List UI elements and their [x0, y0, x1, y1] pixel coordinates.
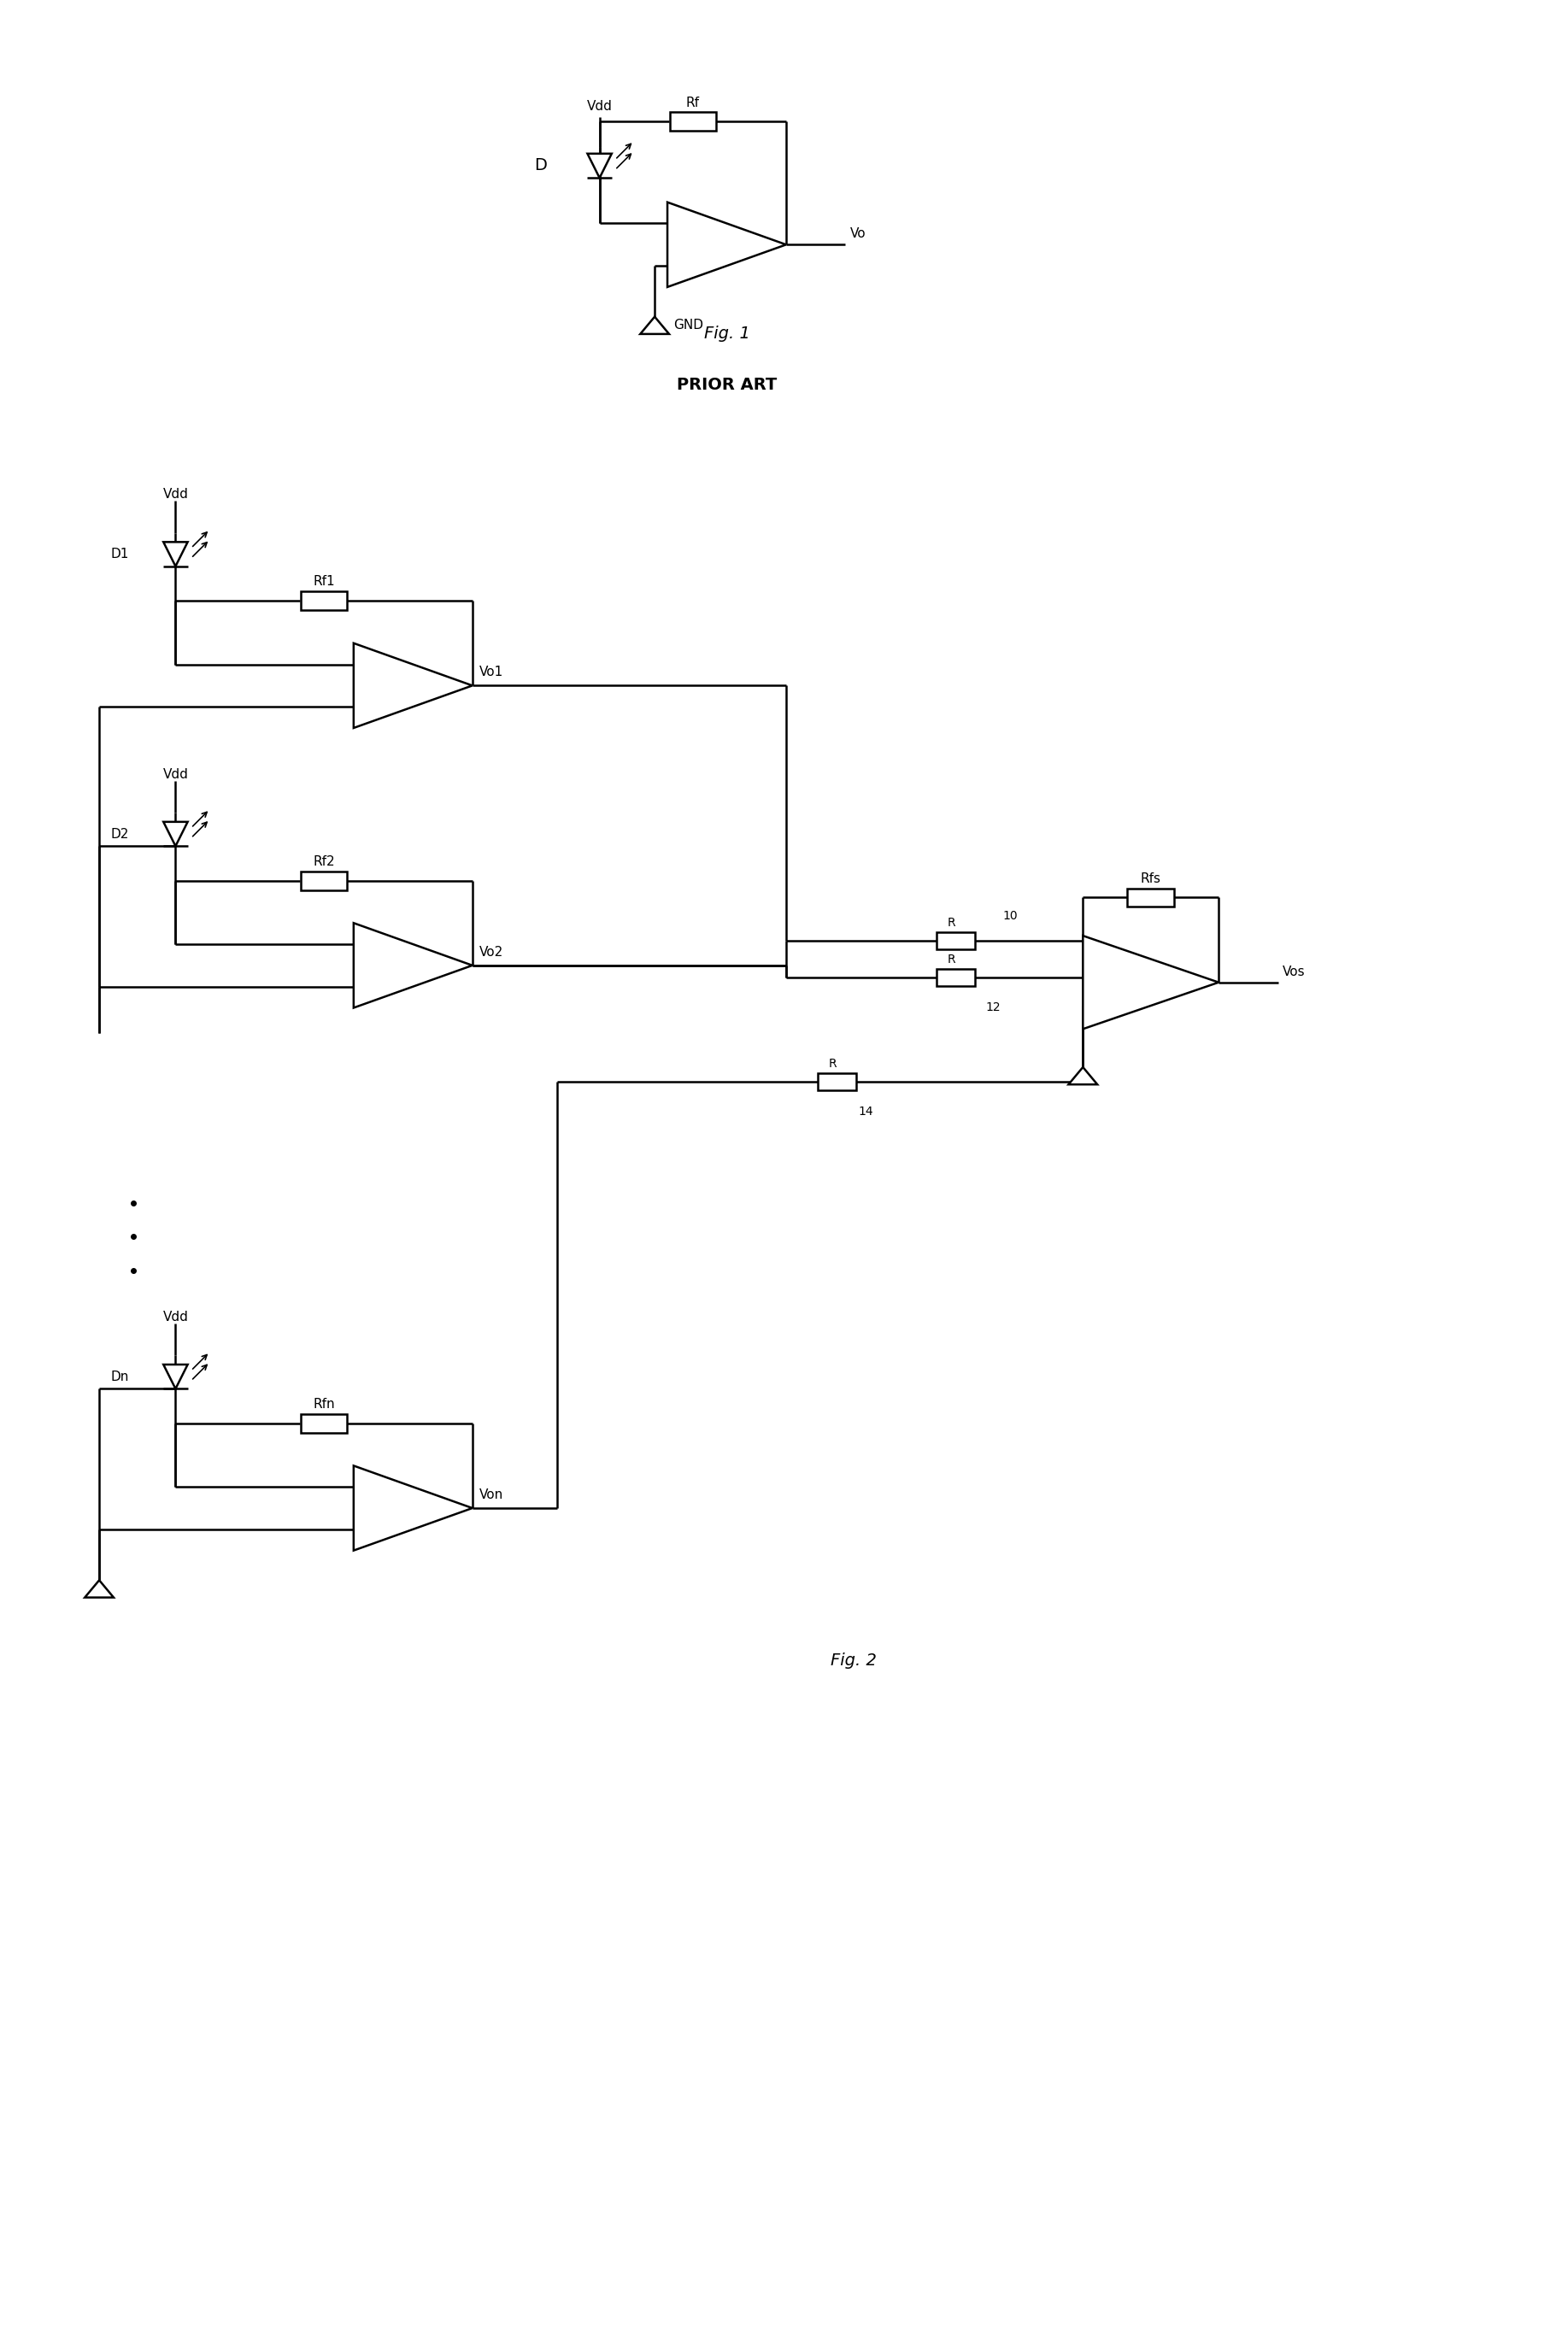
Text: -: - — [367, 1482, 372, 1496]
Text: AMP2: AMP2 — [401, 960, 434, 972]
Text: D: D — [533, 157, 547, 174]
Text: +: + — [364, 700, 375, 711]
Text: AMPs: AMPs — [1140, 977, 1171, 989]
Text: Rfn: Rfn — [314, 1397, 336, 1411]
Polygon shape — [588, 153, 612, 178]
Bar — [936, 970, 975, 986]
Text: Vdd: Vdd — [163, 488, 188, 500]
Text: R: R — [828, 1059, 837, 1071]
Text: Dn: Dn — [111, 1371, 129, 1383]
Polygon shape — [85, 1580, 113, 1597]
Bar — [301, 1413, 347, 1432]
Text: Vo: Vo — [850, 228, 866, 239]
Text: Rf2: Rf2 — [314, 855, 336, 869]
Text: Vdd: Vdd — [163, 768, 188, 780]
Text: R: R — [947, 953, 955, 965]
Text: Rf1: Rf1 — [314, 575, 336, 587]
Text: +: + — [364, 979, 375, 991]
Text: -: - — [367, 939, 372, 953]
Text: Vo2: Vo2 — [480, 946, 503, 958]
Polygon shape — [163, 1364, 188, 1388]
Text: Vdd: Vdd — [163, 1310, 188, 1324]
Text: Fig. 1: Fig. 1 — [704, 326, 750, 343]
Text: -: - — [1096, 953, 1101, 967]
Text: Vo1: Vo1 — [480, 667, 503, 679]
Polygon shape — [640, 317, 670, 333]
Text: AMP1: AMP1 — [401, 679, 434, 693]
Text: Rf: Rf — [687, 96, 699, 108]
Text: D1: D1 — [111, 547, 129, 561]
Bar — [818, 1073, 856, 1089]
Text: -: - — [681, 218, 685, 232]
Text: AMP: AMP — [718, 239, 743, 251]
Bar — [670, 113, 717, 131]
Text: 10: 10 — [1002, 909, 1018, 923]
Text: Von: Von — [480, 1489, 503, 1500]
Polygon shape — [1083, 937, 1218, 1028]
Text: 12: 12 — [985, 1003, 1000, 1014]
Text: AMPn: AMPn — [401, 1503, 434, 1514]
Text: 14: 14 — [858, 1106, 873, 1118]
Bar — [301, 871, 347, 890]
Text: R: R — [947, 916, 955, 927]
Bar — [1127, 888, 1174, 906]
Text: -: - — [367, 660, 372, 672]
Polygon shape — [163, 822, 188, 845]
Bar — [301, 592, 347, 610]
Text: Fig. 2: Fig. 2 — [831, 1653, 877, 1669]
Bar — [936, 932, 975, 949]
Text: Vos: Vos — [1283, 965, 1305, 979]
Text: +: + — [1093, 998, 1104, 1010]
Polygon shape — [163, 542, 188, 566]
Text: +: + — [364, 1522, 375, 1533]
Polygon shape — [354, 643, 472, 728]
Text: +: + — [677, 258, 688, 270]
Text: Vdd: Vdd — [586, 101, 613, 113]
Text: Rfs: Rfs — [1140, 871, 1160, 885]
Polygon shape — [354, 1465, 472, 1550]
Text: D2: D2 — [111, 826, 129, 841]
Polygon shape — [668, 202, 786, 286]
Polygon shape — [1068, 1066, 1098, 1085]
Text: GND: GND — [673, 319, 702, 331]
Text: PRIOR ART: PRIOR ART — [677, 376, 776, 392]
Polygon shape — [354, 923, 472, 1007]
